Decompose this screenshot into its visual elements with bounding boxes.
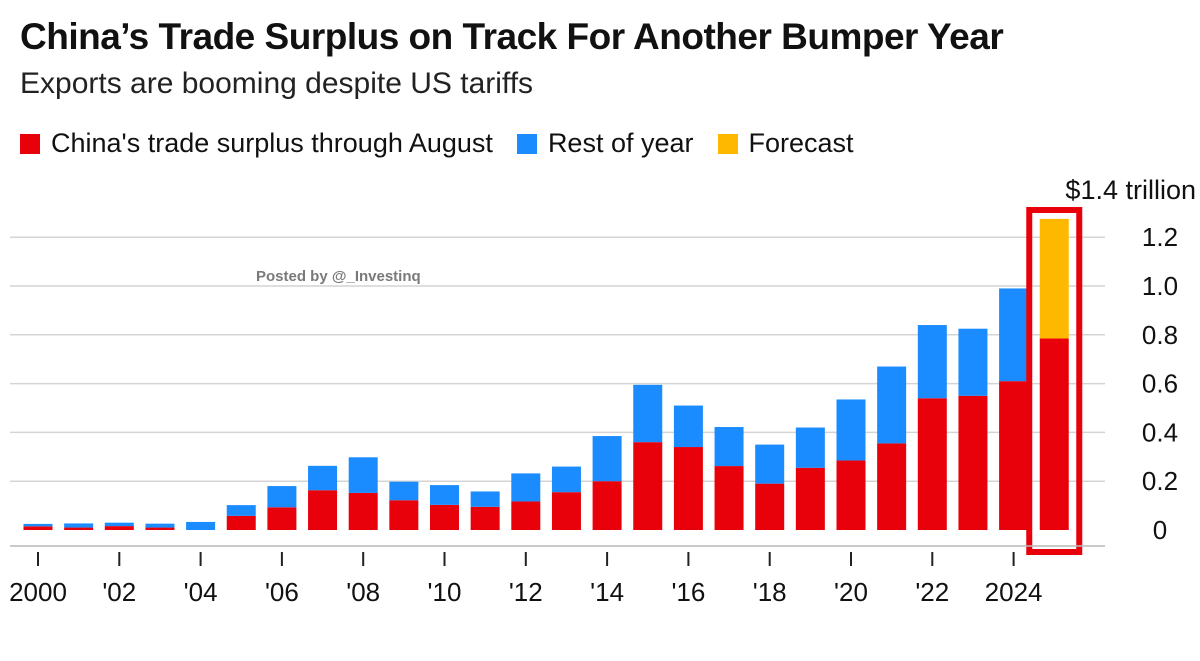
chart-subtitle: Exports are booming despite US tariffs bbox=[20, 67, 534, 100]
bar-segment bbox=[348, 457, 378, 493]
y-tick-label: 0.2 bbox=[1142, 466, 1178, 496]
bar-segment bbox=[348, 492, 378, 530]
bar-segment bbox=[836, 460, 866, 530]
x-tick-label: 2024 bbox=[985, 577, 1043, 607]
legend-swatch-rest-of-year bbox=[516, 133, 537, 154]
x-tick-label: '14 bbox=[590, 577, 624, 607]
bar-segment bbox=[755, 444, 785, 484]
bar-segment bbox=[64, 527, 94, 530]
bar-segment bbox=[673, 405, 703, 448]
bar-segment bbox=[186, 521, 216, 530]
highlight-box bbox=[1026, 207, 1083, 555]
x-tick-label: '22 bbox=[915, 577, 949, 607]
bar-segment bbox=[104, 522, 134, 527]
x-tick-label: '10 bbox=[428, 577, 462, 607]
x-axis bbox=[10, 545, 1105, 566]
y-tick-label: 0 bbox=[1153, 515, 1167, 545]
bar-segment bbox=[145, 523, 175, 528]
bar-segment bbox=[877, 366, 907, 444]
bar-segment bbox=[551, 492, 581, 530]
bar-segment bbox=[958, 328, 988, 396]
bar-segment bbox=[999, 381, 1029, 530]
bar-segment bbox=[470, 506, 500, 530]
x-tick-label: '12 bbox=[509, 577, 543, 607]
y-tick-label: 0.6 bbox=[1142, 369, 1178, 399]
bar-segment bbox=[592, 481, 622, 530]
bar-segment bbox=[430, 485, 459, 505]
bar-segment bbox=[267, 486, 297, 508]
legend-swatch-through-august bbox=[20, 133, 40, 154]
legend-item-forecast: Forecast bbox=[717, 128, 854, 159]
axis-labels: 0 0.2 0.4 0.6 0.8 1.0 1.2 2000 '02 '04 '06 '08 '10 '1… bbox=[9, 222, 1178, 607]
bar-segment bbox=[633, 384, 663, 443]
y-tick-label: 1.0 bbox=[1142, 271, 1178, 301]
bar-segment bbox=[795, 467, 825, 530]
bar-segment bbox=[511, 501, 541, 530]
bar-segment bbox=[633, 442, 663, 530]
bar-segment bbox=[226, 515, 256, 530]
bar-segment bbox=[917, 398, 947, 530]
bars bbox=[23, 207, 1083, 555]
chart-legend: China's trade surplus through August Res… bbox=[20, 128, 878, 159]
bar-segment bbox=[551, 466, 581, 493]
x-tick-label: '16 bbox=[671, 577, 705, 607]
bar-segment bbox=[836, 399, 866, 461]
bar-segment bbox=[104, 526, 134, 530]
bar-segment bbox=[877, 443, 907, 530]
bar-segment bbox=[226, 505, 256, 516]
x-tick-label: 2000 bbox=[9, 577, 67, 607]
legend-swatch-forecast bbox=[717, 133, 738, 154]
legend-item-rest-of-year: Rest of year bbox=[516, 128, 694, 159]
legend-item-through-august: China's trade surplus through August bbox=[20, 128, 493, 159]
bar-segment bbox=[673, 447, 703, 530]
x-tick-label: '20 bbox=[834, 577, 868, 607]
bar-segment bbox=[23, 523, 53, 527]
bar-segment bbox=[917, 325, 947, 399]
bar-segment bbox=[470, 491, 500, 507]
bar-segment bbox=[389, 500, 419, 530]
y-tick-label: 1.2 bbox=[1142, 222, 1178, 252]
bar-segment bbox=[267, 507, 297, 530]
bar-segment bbox=[23, 526, 53, 530]
legend-label-rest-of-year: Rest of year bbox=[547, 128, 694, 158]
x-tick-label: '08 bbox=[346, 577, 380, 607]
bar-segment bbox=[1039, 338, 1069, 530]
x-tick-label: '02 bbox=[102, 577, 136, 607]
bar-segment bbox=[755, 483, 785, 530]
bar-segment bbox=[1039, 218, 1069, 339]
bar-segment bbox=[64, 523, 94, 528]
bar-segment bbox=[389, 481, 419, 501]
bar-segment bbox=[145, 527, 175, 530]
bar-segment bbox=[511, 473, 541, 502]
x-tick-label: '04 bbox=[184, 577, 218, 607]
bar-segment bbox=[795, 427, 825, 468]
bar-segment bbox=[308, 465, 338, 491]
bar-segment bbox=[958, 395, 988, 530]
x-tick-label: '06 bbox=[265, 577, 299, 607]
bar-segment bbox=[592, 436, 622, 482]
bar-segment bbox=[308, 490, 338, 530]
bar-segment bbox=[714, 427, 744, 467]
bar-segment bbox=[714, 466, 744, 530]
bar-segment bbox=[430, 504, 459, 530]
legend-label-through-august: China's trade surplus through August bbox=[51, 128, 493, 158]
y-tick-label: 0.8 bbox=[1142, 320, 1178, 350]
y-tick-label: 0.4 bbox=[1142, 417, 1178, 447]
chart-title: China’s Trade Surplus on Track For Anoth… bbox=[20, 16, 1004, 57]
y-axis-unit-label: $1.4 trillion bbox=[1065, 175, 1196, 205]
legend-label-forecast: Forecast bbox=[748, 128, 854, 158]
bar-segment bbox=[999, 288, 1029, 382]
x-tick-label: '18 bbox=[753, 577, 787, 607]
watermark-text: Posted by @_Investinq bbox=[256, 268, 421, 285]
